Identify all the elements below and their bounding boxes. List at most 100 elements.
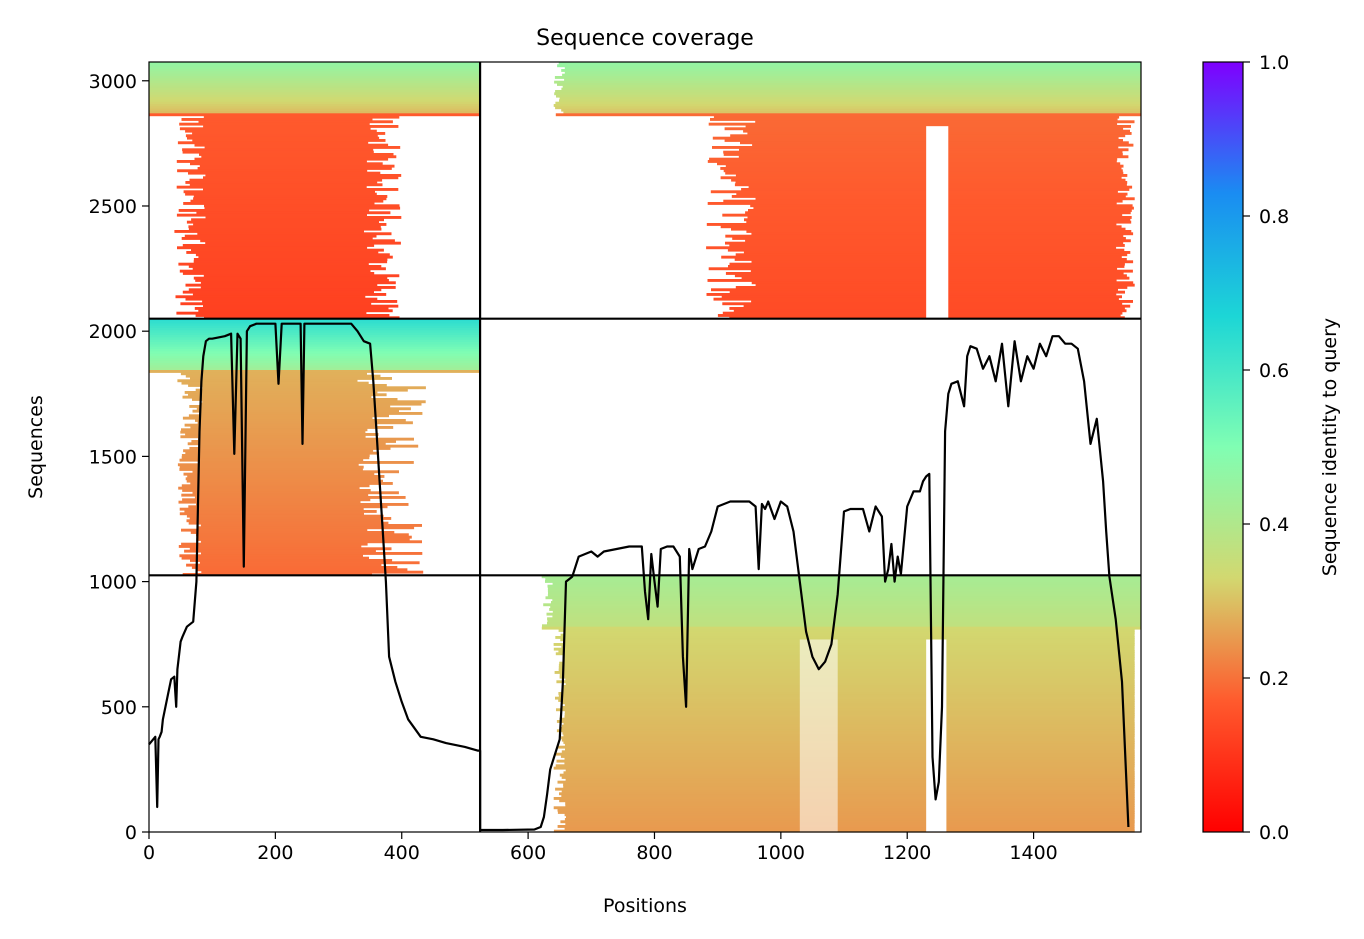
block-row bbox=[565, 748, 1135, 751]
block-row bbox=[194, 307, 389, 310]
block-row bbox=[558, 692, 1135, 695]
block-row bbox=[723, 150, 1123, 154]
block-row bbox=[195, 314, 390, 317]
block-row bbox=[149, 97, 481, 100]
block-row bbox=[187, 136, 380, 140]
block-row bbox=[563, 640, 1135, 644]
block-row bbox=[543, 603, 1141, 607]
block-row bbox=[181, 456, 370, 460]
block-row bbox=[185, 283, 378, 287]
block-row bbox=[191, 440, 396, 443]
block-row bbox=[149, 71, 481, 75]
block-row bbox=[149, 94, 481, 98]
block-row bbox=[191, 248, 384, 252]
block-row bbox=[183, 472, 375, 476]
block-row bbox=[190, 482, 393, 485]
block-row bbox=[557, 780, 1135, 784]
block-row bbox=[182, 150, 374, 154]
block-row bbox=[189, 547, 392, 551]
block-row bbox=[560, 820, 1135, 824]
x-tick-label: 1400 bbox=[1009, 842, 1057, 864]
block-row bbox=[558, 666, 1135, 670]
y-tick-label: 1000 bbox=[89, 572, 137, 594]
block-row bbox=[192, 470, 399, 474]
block-row bbox=[561, 736, 1135, 740]
block-row bbox=[190, 162, 383, 166]
block-row bbox=[541, 575, 1141, 579]
block-row bbox=[560, 633, 1135, 637]
block-row bbox=[196, 538, 410, 541]
block-row bbox=[723, 153, 1123, 156]
block-row bbox=[555, 636, 1135, 639]
block-row bbox=[196, 503, 409, 506]
block-row bbox=[554, 92, 1141, 96]
block-row bbox=[185, 134, 378, 138]
block-row bbox=[182, 272, 375, 275]
block-row bbox=[197, 232, 392, 236]
block-row bbox=[559, 773, 1135, 777]
block-row bbox=[561, 69, 1141, 72]
block-row bbox=[191, 218, 384, 222]
block-row bbox=[564, 631, 1135, 635]
colorbar-tick-label: 0.0 bbox=[1259, 822, 1289, 844]
coverage-blocks bbox=[149, 62, 1141, 833]
block-row bbox=[149, 339, 481, 343]
block-row bbox=[188, 393, 387, 397]
block-row bbox=[149, 337, 481, 341]
block-row bbox=[192, 491, 399, 495]
block-row bbox=[550, 605, 1141, 609]
block-row bbox=[179, 127, 371, 131]
block-row bbox=[542, 624, 1141, 628]
block-row bbox=[194, 157, 389, 161]
block-row bbox=[177, 141, 369, 145]
block-row bbox=[722, 213, 1123, 217]
block-row bbox=[188, 265, 382, 268]
block-row bbox=[184, 423, 378, 427]
block-row bbox=[564, 715, 1135, 719]
block-row bbox=[196, 533, 409, 537]
block-row bbox=[709, 157, 1118, 161]
block-row bbox=[149, 358, 481, 362]
block-row bbox=[149, 370, 481, 373]
x-tick-label: 200 bbox=[257, 842, 293, 864]
block-row bbox=[195, 419, 406, 422]
block-row bbox=[181, 237, 373, 240]
block-row bbox=[195, 279, 389, 282]
block-row bbox=[149, 321, 481, 324]
block-row bbox=[149, 367, 481, 371]
block-row bbox=[564, 757, 1135, 761]
block-row bbox=[553, 643, 1135, 646]
block-row bbox=[721, 255, 1122, 259]
block-row bbox=[545, 596, 1141, 600]
block-row bbox=[179, 122, 370, 126]
block-row bbox=[197, 421, 413, 425]
block-row bbox=[149, 365, 481, 369]
block-row bbox=[547, 589, 1141, 593]
block-row bbox=[193, 276, 388, 280]
block-row bbox=[561, 738, 1135, 742]
colorbar bbox=[1202, 61, 1244, 833]
block-row bbox=[712, 146, 1119, 149]
block-row bbox=[200, 286, 396, 289]
block-row bbox=[555, 652, 1135, 656]
block-row bbox=[710, 118, 1118, 121]
block-row bbox=[193, 195, 388, 198]
block-row bbox=[201, 155, 397, 159]
block-row bbox=[179, 458, 364, 462]
block-row bbox=[553, 104, 1141, 107]
block-row bbox=[205, 216, 402, 219]
block-row bbox=[562, 654, 1135, 658]
plot-frame bbox=[148, 61, 1142, 833]
block-row bbox=[553, 806, 1135, 810]
block-row bbox=[188, 505, 388, 509]
block-row bbox=[564, 813, 1135, 817]
block-row bbox=[198, 437, 414, 441]
block-row bbox=[565, 778, 1135, 782]
block-row bbox=[557, 811, 1135, 814]
block-row bbox=[755, 120, 1135, 124]
block-row bbox=[553, 797, 1135, 800]
block-row bbox=[193, 197, 387, 201]
block-row bbox=[555, 764, 1135, 768]
block-row bbox=[197, 461, 414, 464]
block-row bbox=[179, 507, 364, 511]
